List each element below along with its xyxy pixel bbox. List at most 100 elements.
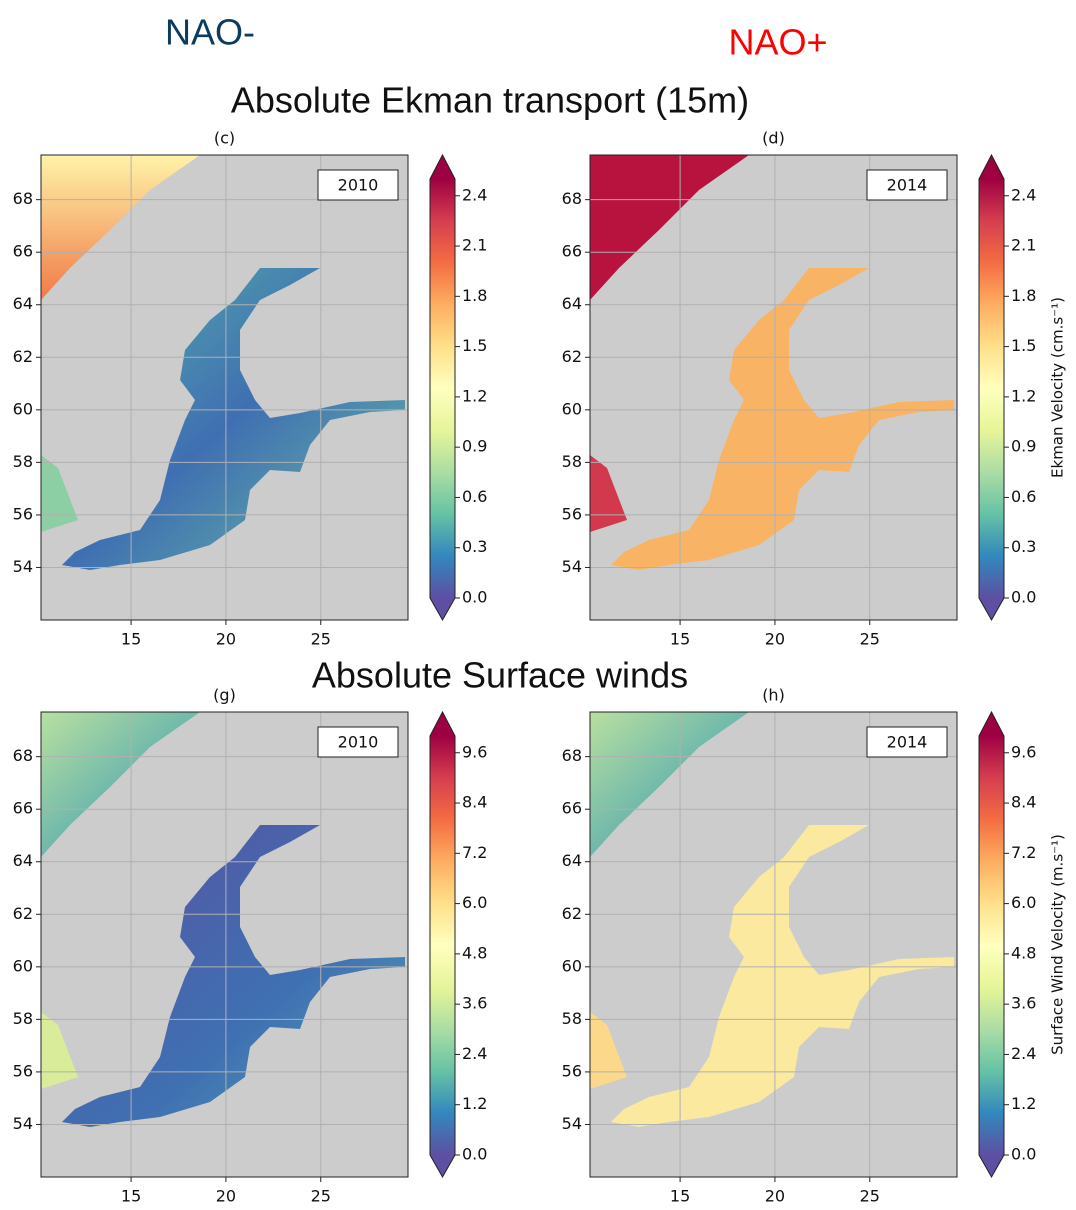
y-tick-label: 62: [13, 347, 33, 366]
y-tick-label: 64: [13, 851, 33, 870]
colorbar-tick-label: 1.5: [462, 336, 487, 355]
y-tick-label: 68: [13, 746, 33, 765]
x-tick-label: 15: [121, 1187, 141, 1206]
colorbar-extend: [430, 1155, 455, 1177]
x-tick-label: 20: [765, 630, 785, 649]
y-tick-label: 68: [562, 189, 582, 208]
colorbar-tick-label: 7.2: [1011, 843, 1036, 862]
y-tick-label: 68: [13, 189, 33, 208]
x-tick-label: 20: [216, 1187, 236, 1206]
y-tick-label: 62: [13, 904, 33, 923]
colorbar-tick-label: 6.0: [1011, 893, 1036, 912]
colorbar-tick-label: 1.2: [462, 1094, 487, 1113]
colorbar-extend: [979, 1155, 1004, 1177]
axes-frame: [589, 711, 958, 1178]
y-tick-label: 56: [13, 504, 33, 523]
colorbar-tick-label: 0.9: [1011, 437, 1036, 456]
colorbar-tick-label: 0.3: [462, 537, 487, 556]
colorbar-tick-label: 4.8: [462, 943, 487, 962]
y-tick-label: 64: [562, 851, 582, 870]
colorbar-extend: [430, 712, 455, 736]
colorbar-tick-label: 1.2: [1011, 1094, 1036, 1113]
y-tick-label: 68: [562, 746, 582, 765]
x-tick-label: 25: [311, 630, 331, 649]
y-tick-label: 66: [562, 242, 582, 261]
y-tick-label: 66: [562, 799, 582, 818]
x-tick-label: 25: [860, 1187, 880, 1206]
colorbar-tick-label: 0.0: [462, 588, 487, 607]
panel-label: (c): [214, 129, 235, 148]
colorbar-tick-label: 2.4: [462, 185, 487, 204]
colorbar: [430, 736, 455, 1155]
axes-frame: [40, 154, 409, 621]
colorbar-label: Surface Wind Velocity (m.s⁻¹): [1049, 834, 1067, 1055]
colorbar-tick-label: 1.2: [462, 386, 487, 405]
colorbar-tick-label: 0.9: [462, 437, 487, 456]
y-tick-label: 62: [562, 347, 582, 366]
year-label: 2014: [887, 733, 928, 752]
y-tick-label: 64: [13, 294, 33, 313]
y-tick-label: 58: [562, 1009, 582, 1028]
year-label: 2014: [887, 176, 928, 195]
panel-label: (h): [762, 686, 785, 705]
colorbar-tick-label: 1.8: [1011, 286, 1036, 305]
y-tick-label: 54: [562, 557, 582, 576]
row-title: Absolute Surface winds: [312, 655, 688, 696]
y-tick-label: 62: [562, 904, 582, 923]
colorbar-tick-label: 8.4: [462, 793, 487, 812]
y-tick-label: 60: [13, 956, 33, 975]
colorbar-tick-label: 1.2: [1011, 386, 1036, 405]
y-tick-label: 58: [13, 452, 33, 471]
colorbar-tick-label: 3.6: [1011, 994, 1036, 1013]
x-tick-label: 15: [670, 1187, 690, 1206]
year-box: [866, 169, 948, 201]
panel-label: (g): [213, 686, 236, 705]
colorbar-tick-label: 0.3: [1011, 537, 1036, 556]
colorbar-tick-label: 9.6: [462, 742, 487, 761]
y-tick-label: 56: [13, 1061, 33, 1080]
colorbar: [979, 736, 1004, 1155]
year-box: [317, 169, 399, 201]
colorbar-tick-label: 0.6: [1011, 487, 1036, 506]
year-label: 2010: [338, 176, 379, 195]
colorbar-tick-label: 2.1: [1011, 236, 1036, 255]
y-tick-label: 54: [13, 1114, 33, 1133]
colorbar-extend: [430, 598, 455, 620]
year-box: [866, 726, 948, 758]
colorbar-tick-label: 6.0: [462, 893, 487, 912]
y-tick-label: 56: [562, 1061, 582, 1080]
column-header: NAO+: [728, 22, 827, 63]
colorbar-tick-label: 7.2: [462, 843, 487, 862]
y-tick-label: 66: [13, 799, 33, 818]
colorbar-tick-label: 0.0: [462, 1145, 487, 1164]
colorbar-tick-label: 0.0: [1011, 1145, 1036, 1164]
colorbar-tick-label: 2.4: [462, 1044, 487, 1063]
y-tick-label: 56: [562, 504, 582, 523]
axes-frame: [589, 154, 958, 621]
y-tick-label: 54: [562, 1114, 582, 1133]
colorbar-extend: [430, 155, 455, 179]
colorbar-tick-label: 0.0: [1011, 588, 1036, 607]
colorbar-tick-label: 1.5: [1011, 336, 1036, 355]
colorbar-tick-label: 1.8: [462, 286, 487, 305]
colorbar-extend: [979, 155, 1004, 179]
colorbar: [430, 179, 455, 598]
colorbar-tick-label: 2.4: [1011, 1044, 1036, 1063]
axes-frame: [40, 711, 409, 1178]
y-tick-label: 66: [13, 242, 33, 261]
colorbar-extend: [979, 712, 1004, 736]
x-tick-label: 20: [216, 630, 236, 649]
x-tick-label: 20: [765, 1187, 785, 1206]
y-tick-label: 60: [13, 399, 33, 418]
x-tick-label: 25: [860, 630, 880, 649]
y-tick-label: 64: [562, 294, 582, 313]
year-label: 2010: [338, 733, 379, 752]
y-tick-label: 60: [562, 399, 582, 418]
colorbar-tick-label: 3.6: [462, 994, 487, 1013]
colorbar-tick-label: 4.8: [1011, 943, 1036, 962]
column-header: NAO-: [165, 12, 255, 53]
y-tick-label: 58: [562, 452, 582, 471]
colorbar-extend: [979, 598, 1004, 620]
colorbar-tick-label: 2.1: [462, 236, 487, 255]
